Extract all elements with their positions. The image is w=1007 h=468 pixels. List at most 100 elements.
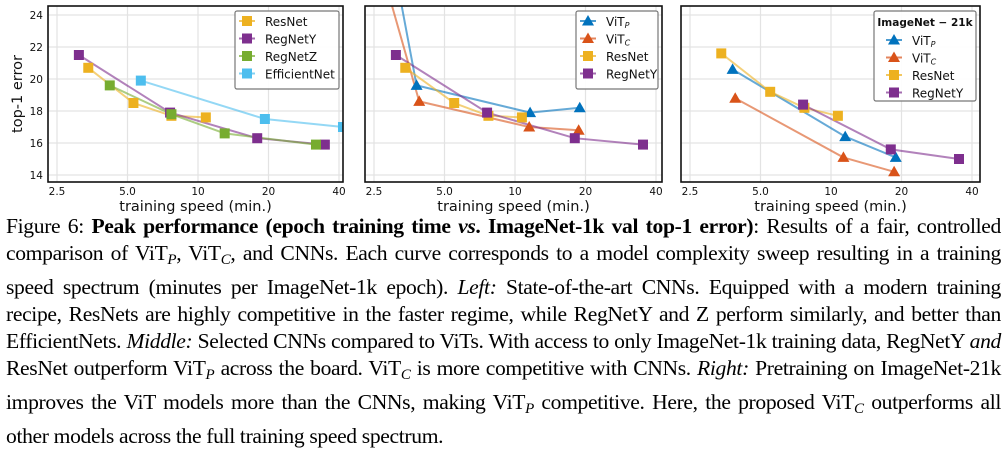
legend-label: ViTC: [606, 33, 631, 48]
legend-item-regnety: RegNetY: [239, 33, 317, 47]
y-tick-label: 16: [30, 138, 44, 150]
legend-item-resnet: ResNet: [580, 50, 649, 64]
legend-marker-icon: [582, 32, 594, 43]
data-point-efficientnet: [259, 114, 270, 124]
figure-caption: Figure 6: Peak performance (epoch traini…: [6, 214, 1001, 448]
legend-label: RegNetZ: [265, 50, 317, 64]
data-point-resnet: [128, 98, 139, 108]
plot-area: [390, 6, 648, 150]
legend-marker-icon: [889, 87, 899, 98]
x-tick-label: 20: [262, 186, 275, 198]
data-point-vitp: [839, 130, 852, 142]
caption-label: Figure 6:: [6, 214, 84, 238]
figure-charts: 2.5 5.0 10 20 40 14 16 18 20 22 24 training speed (…: [10, 5, 981, 215]
data-point-regnety: [569, 133, 580, 144]
legend-marker-icon: [242, 33, 252, 44]
legend-item-regnety: RegNetY: [886, 87, 964, 101]
legend-item-vitc: ViTC: [886, 51, 937, 67]
data-point-resnet: [765, 86, 776, 97]
caption-right-label: Right:: [697, 356, 749, 380]
axes-frame: [680, 5, 981, 183]
legend-title: ImageNet − 21k: [877, 17, 973, 29]
data-point-efficientnet: [337, 122, 343, 132]
legend-item-vitp: ViTP: [580, 15, 630, 30]
plot-area: [716, 48, 964, 177]
data-point-vitp: [726, 63, 739, 74]
data-point-vitp: [524, 106, 537, 118]
data-point-vitc: [523, 121, 536, 132]
x-tick-label: 40: [649, 186, 662, 198]
data-point-resnet: [83, 62, 94, 73]
legend-label: RegNetY: [606, 68, 658, 82]
series-line-resnet: [720, 52, 839, 117]
data-point-regnetz: [104, 80, 115, 91]
data-point-resnet: [400, 62, 411, 73]
x-tick-label: 40: [965, 186, 978, 198]
legend-marker-icon: [242, 16, 252, 26]
series-line-resnet: [87, 67, 206, 119]
data-point-regnety: [953, 154, 964, 164]
x-tick-label: 2.5: [366, 186, 383, 198]
series-line-vitc: [391, 6, 579, 132]
legend-label: ViTP: [606, 15, 630, 30]
x-axis-label: training speed (min.): [437, 199, 589, 215]
x-tick-label: 10: [191, 186, 204, 198]
legend-label: ResNet: [912, 69, 955, 83]
legend-marker-icon: [888, 51, 900, 62]
chart-panel-right: 2.5 5.0 10 20 40 training speed (min.) ImageNe…: [680, 5, 981, 215]
data-point-resnet: [832, 110, 843, 121]
data-point-resnet: [449, 98, 460, 108]
legend: ResNet RegNetY RegNetZ EfficientNet: [234, 10, 340, 90]
x-axis-label: training speed (min.): [754, 199, 906, 215]
legend-label: ResNet: [606, 50, 649, 64]
data-point-regnety: [482, 107, 493, 118]
legend-box: [575, 10, 659, 90]
data-point-regnetz: [166, 109, 177, 120]
data-point-regnety: [798, 99, 809, 110]
legend-marker-icon: [583, 51, 593, 61]
legend-item-resnet: ResNet: [239, 15, 308, 29]
y-tick-label: 22: [30, 42, 43, 54]
data-point-efficientnet: [135, 75, 146, 86]
legend-marker-icon: [889, 70, 899, 80]
data-point-regnetz: [219, 128, 230, 139]
legend-item-regnetz: RegNetZ: [239, 50, 317, 64]
legend-label: RegNetY: [265, 33, 317, 47]
legend-label: RegNetY: [912, 87, 964, 101]
data-point-regnety: [390, 50, 401, 60]
plot-area: [73, 50, 343, 150]
legend-item-vitp: ViTP: [886, 34, 936, 49]
data-point-regnety: [73, 50, 84, 60]
series-line-regnetz: [109, 84, 317, 146]
data-point-vitc: [837, 151, 850, 162]
legend-item-resnet: ResNet: [886, 69, 955, 83]
data-point-vitc: [413, 95, 426, 106]
data-point-regnety: [885, 144, 896, 155]
data-point-vitc: [572, 124, 585, 135]
data-point-vitc: [888, 165, 901, 177]
y-tick-label: 24: [30, 10, 44, 22]
legend-label: ViTC: [912, 52, 937, 67]
x-axis-label: training speed (min.): [119, 199, 271, 215]
legend-marker-icon: [242, 51, 252, 61]
caption-middle-label: Middle:: [126, 329, 193, 353]
data-point-regnety: [319, 139, 330, 150]
x-tick-label: 10: [824, 186, 837, 198]
chart-panel-left: 2.5 5.0 10 20 40 14 16 18 20 22 24 training speed (…: [10, 5, 346, 215]
legend-box: [873, 10, 977, 102]
x-tick-label: 5.0: [752, 186, 769, 198]
y-axis-label: top-1 error: [10, 55, 26, 133]
data-point-regnety: [637, 139, 648, 150]
data-point-resnet: [200, 112, 211, 123]
data-point-vitp: [410, 79, 423, 90]
legend-label: ViTP: [912, 34, 936, 49]
x-tick-label: 5.0: [119, 186, 136, 198]
x-tick-label: 20: [895, 186, 908, 198]
legend: ViTP ViTC ResNet RegNetY: [575, 10, 659, 90]
axes-frame: [364, 5, 663, 183]
caption-title: Peak performance (epoch training time vs…: [91, 214, 754, 238]
caption-left-label: Left:: [457, 275, 497, 299]
data-point-vitp: [573, 101, 586, 113]
legend-label: ResNet: [265, 15, 308, 29]
